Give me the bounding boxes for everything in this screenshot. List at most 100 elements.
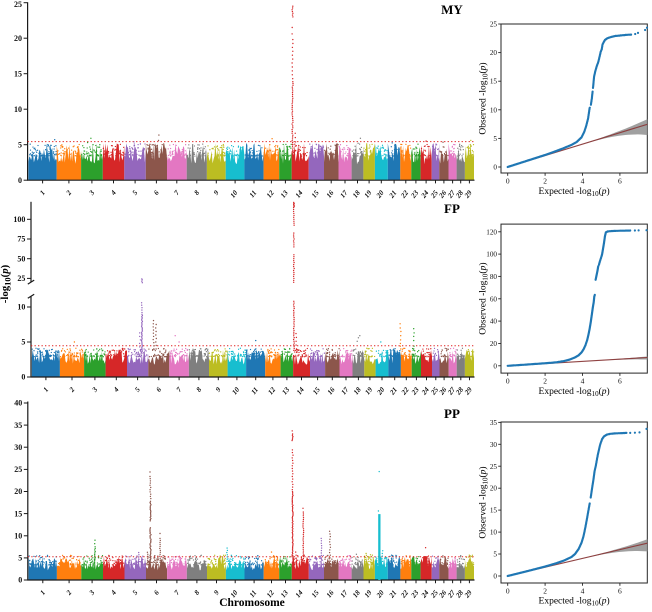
svg-text:20: 20 [374, 189, 386, 201]
svg-text:27: 27 [446, 588, 458, 600]
svg-text:25: 25 [14, 465, 22, 474]
svg-text:2: 2 [543, 376, 547, 385]
svg-text:6: 6 [155, 385, 164, 393]
svg-text:5: 5 [18, 140, 22, 149]
svg-text:10: 10 [229, 588, 240, 599]
svg-text:18: 18 [351, 588, 362, 599]
svg-text:21: 21 [388, 386, 399, 397]
svg-text:24: 24 [419, 588, 431, 600]
svg-text:28: 28 [454, 189, 466, 201]
svg-text:10: 10 [490, 529, 498, 537]
svg-text:25: 25 [14, 0, 22, 9]
svg-text:17: 17 [339, 189, 350, 200]
svg-text:100: 100 [486, 251, 497, 259]
svg-text:50: 50 [17, 254, 25, 263]
svg-text:9: 9 [212, 588, 221, 596]
svg-text:5: 5 [493, 135, 497, 143]
svg-text:12: 12 [265, 189, 276, 200]
svg-text:15: 15 [14, 509, 22, 518]
svg-text:29: 29 [463, 385, 475, 397]
svg-text:17: 17 [339, 588, 350, 599]
svg-text:5: 5 [18, 554, 22, 563]
svg-text:14: 14 [295, 385, 306, 396]
svg-text:4: 4 [109, 189, 118, 198]
svg-text:12: 12 [265, 588, 276, 599]
svg-text:20: 20 [14, 487, 22, 496]
svg-text:9: 9 [214, 385, 223, 393]
svg-text:10: 10 [14, 105, 22, 114]
svg-text:35: 35 [490, 419, 498, 427]
svg-text:5: 5 [133, 385, 142, 393]
svg-text:0: 0 [506, 376, 510, 385]
svg-text:30: 30 [490, 441, 498, 449]
svg-text:0: 0 [506, 176, 510, 185]
svg-text:28: 28 [454, 588, 466, 600]
svg-text:Expected -log10(p): Expected -log10(p) [539, 386, 610, 398]
svg-text:20: 20 [375, 385, 387, 397]
svg-text:13: 13 [279, 189, 290, 200]
svg-text:26: 26 [437, 588, 449, 600]
svg-text:29: 29 [462, 189, 474, 201]
svg-text:FP: FP [444, 201, 460, 216]
svg-text:19: 19 [363, 588, 374, 599]
svg-text:2: 2 [64, 588, 73, 597]
svg-text:8: 8 [193, 588, 202, 596]
svg-text:16: 16 [325, 189, 336, 200]
svg-text:40: 40 [14, 399, 22, 408]
svg-text:20: 20 [374, 588, 386, 600]
svg-text:5: 5 [493, 551, 497, 559]
svg-text:15: 15 [490, 507, 498, 515]
svg-text:7: 7 [175, 385, 184, 393]
svg-text:23: 23 [409, 189, 421, 201]
svg-text:8: 8 [195, 385, 204, 393]
svg-text:4: 4 [112, 385, 121, 394]
svg-text:17: 17 [340, 385, 351, 396]
svg-text:75: 75 [17, 235, 25, 244]
svg-text:4: 4 [581, 176, 585, 185]
svg-text:15: 15 [490, 78, 498, 86]
svg-text:16: 16 [325, 588, 336, 599]
svg-text:13: 13 [281, 385, 292, 396]
svg-text:22: 22 [399, 385, 411, 397]
svg-text:40: 40 [490, 318, 498, 326]
svg-text:0: 0 [493, 164, 497, 172]
svg-text:15: 15 [310, 189, 321, 200]
svg-text:10: 10 [490, 106, 498, 114]
svg-text:Observed -log10(p): Observed -log10(p) [478, 466, 490, 538]
svg-text:2: 2 [543, 586, 547, 595]
svg-text:3: 3 [87, 189, 96, 198]
svg-text:0: 0 [18, 576, 22, 585]
svg-text:26: 26 [437, 385, 449, 397]
svg-text:7: 7 [173, 189, 182, 197]
svg-text:80: 80 [490, 273, 498, 281]
svg-text:0: 0 [21, 373, 25, 382]
svg-text:60: 60 [490, 295, 498, 303]
svg-text:18: 18 [352, 385, 363, 396]
svg-text:25: 25 [490, 463, 498, 471]
svg-text:100: 100 [13, 215, 25, 224]
svg-text:11: 11 [248, 589, 258, 599]
svg-text:12: 12 [267, 385, 278, 396]
svg-text:10: 10 [231, 385, 242, 396]
svg-text:16: 16 [326, 385, 337, 396]
svg-text:29: 29 [462, 588, 474, 600]
svg-text:Expected -log10(p): Expected -log10(p) [539, 186, 610, 198]
svg-text:10: 10 [229, 189, 240, 200]
svg-text:28: 28 [454, 385, 466, 397]
svg-text:15: 15 [14, 69, 22, 78]
svg-text:35: 35 [14, 421, 22, 430]
svg-text:30: 30 [14, 443, 22, 452]
svg-text:15: 15 [311, 385, 322, 396]
svg-text:10: 10 [14, 532, 22, 541]
svg-text:25: 25 [429, 588, 441, 600]
svg-text:20: 20 [14, 34, 22, 43]
svg-text:-log10(p): -log10(p) [0, 264, 13, 303]
svg-text:4: 4 [581, 376, 585, 385]
svg-text:MY: MY [441, 2, 463, 17]
svg-text:21: 21 [387, 189, 398, 200]
svg-text:22: 22 [399, 588, 411, 600]
svg-text:0: 0 [506, 586, 510, 595]
svg-text:9: 9 [212, 189, 221, 197]
svg-text:4: 4 [581, 586, 585, 595]
svg-text:0: 0 [493, 362, 497, 370]
